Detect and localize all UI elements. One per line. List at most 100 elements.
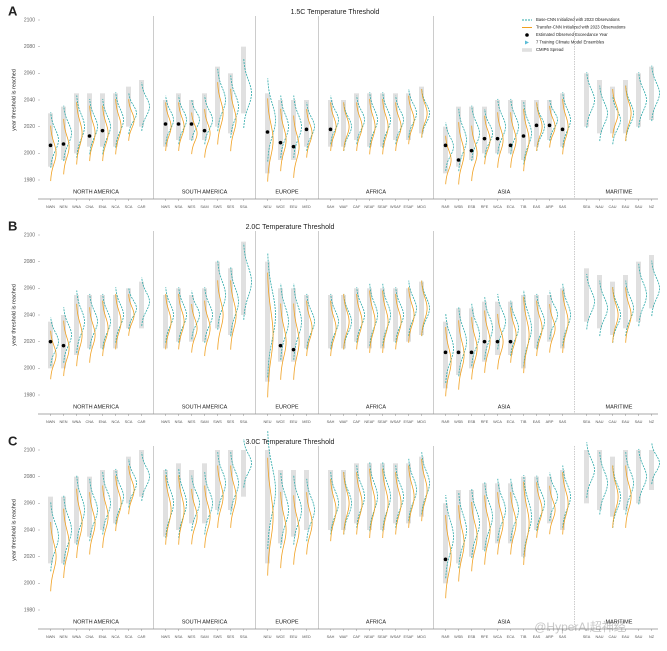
cmip6-spread [560,288,565,349]
category-label: SEAF [378,635,389,639]
cmip6-spread [341,100,346,147]
transfer-cnn-distribution [76,303,83,367]
category-label: NZ [649,205,655,209]
cmip6-spread [534,100,539,147]
cmip6-spread [508,100,513,154]
base-cnn-distribution [382,283,391,347]
category-label: CAU [608,635,616,639]
category-label: NAU [595,635,603,639]
base-cnn-distribution [102,293,111,350]
cmip6-spread [406,463,411,524]
observed-year [456,350,461,355]
base-cnn-distribution [395,465,404,528]
cmip6-spread [380,93,385,147]
transfer-cnn-distribution [421,280,428,337]
base-cnn-distribution [562,283,571,347]
category-label: SAS [559,420,567,424]
cmip6-spread [278,100,283,160]
transfer-cnn-distribution [458,122,465,185]
transfer-cnn-distribution [89,307,96,363]
category-label: WNA [72,420,81,424]
category-label: NSA [175,205,183,209]
transfer-cnn-distribution [178,475,185,545]
cmip6-spread [443,503,448,584]
transfer-cnn-distribution [471,317,478,380]
base-cnn-distribution [89,478,98,542]
base-cnn-distribution [484,109,493,158]
transfer-cnn-distribution [369,290,376,353]
observed-year [61,343,66,348]
cmip6-spread [508,301,513,355]
region-label: NORTH AMERICA [73,404,119,410]
category-label: SSA [240,205,248,209]
cmip6-spread [278,288,283,362]
base-cnn-distribution [421,452,430,515]
cmip6-spread [649,66,654,120]
y-tick-label: 2060 [24,501,35,507]
cmip6-spread [241,241,246,315]
cmip6-spread [189,100,194,140]
transfer-cnn-distribution [562,472,569,535]
category-label: ECA [507,635,515,639]
transfer-cnn-distribution [484,115,491,165]
category-label: CAF [353,205,361,209]
observed-year [456,158,461,162]
cmip6-spread [456,106,461,167]
base-cnn-distribution [369,92,378,148]
category-label: EAU [622,635,630,639]
cmip6-spread [521,100,526,160]
transfer-cnn-distribution [230,280,237,350]
category-label: NEAF [364,635,375,639]
base-cnn-distribution [586,273,595,330]
category-label: ESB [468,205,476,209]
transfer-cnn-distribution [191,488,198,545]
base-cnn-distribution [523,290,532,367]
category-label: NCA [111,635,119,639]
base-cnn-distribution [128,459,137,508]
base-cnn-distribution [243,243,252,320]
category-label: WNA [72,635,81,639]
cmip6-spread [649,255,654,309]
category-label: NCA [111,205,119,209]
observed-year [508,143,513,148]
category-label: WCA [493,420,502,424]
cmip6-spread [278,470,283,544]
base-cnn-distribution [63,307,72,363]
cmip6-spread [354,463,359,524]
cmip6-spread [304,100,309,147]
cmip6-spread [534,295,539,349]
category-label: CNA [85,635,93,639]
y-tick-label: 1980 [24,177,35,183]
cmip6-spread [393,463,398,524]
cmip6-spread [547,295,552,342]
cmip6-spread [584,450,589,504]
cmip6-spread [202,93,207,140]
category-label: CAU [608,420,616,424]
transfer-cnn-distribution [267,272,274,398]
base-cnn-distribution [50,317,59,366]
panel-title: 1.5C Temperature Threshold [291,9,380,16]
category-label: SAU [635,635,643,639]
panel-label: B [8,218,17,233]
cmip6-spread [560,93,565,147]
cmip6-spread [623,275,628,329]
observed-year [469,148,474,153]
cmip6-spread [610,281,615,335]
cmip6-spread [380,463,385,530]
y-tick-label: 2040 [24,527,35,533]
category-label: NES [188,635,196,639]
transfer-cnn-distribution [484,310,491,373]
base-cnn-distribution [204,472,213,535]
transfer-cnn-distribution [293,115,300,178]
region-label: NORTH AMERICA [73,619,119,625]
category-label: ESAF [404,635,415,639]
category-label: CAF [353,635,361,639]
base-cnn-distribution [523,475,532,559]
legend-swatch [525,33,529,37]
base-cnn-distribution [638,448,647,505]
category-label: EEU [290,420,298,424]
cmip6-spread [189,295,194,342]
cmip6-spread [597,450,602,510]
transfer-cnn-distribution [369,98,376,155]
observed-year [189,122,194,126]
